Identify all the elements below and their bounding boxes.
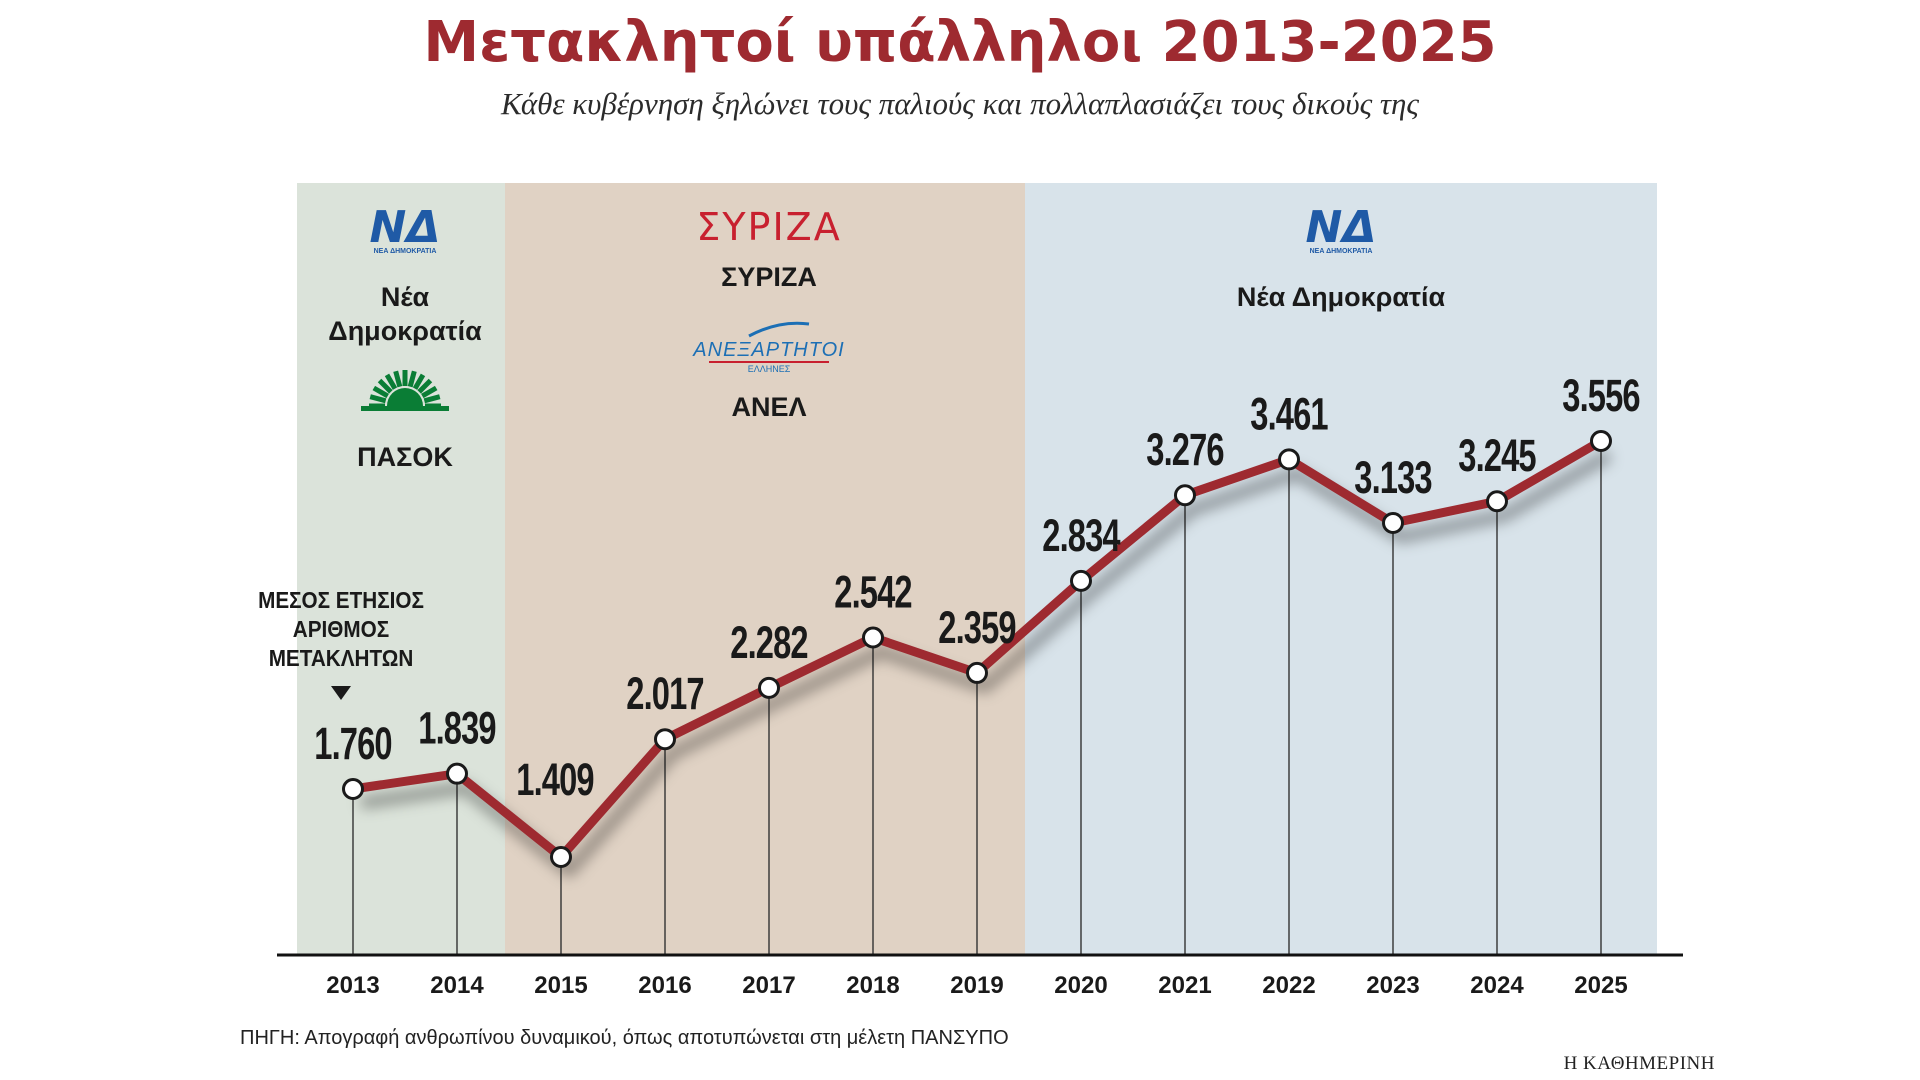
nd-logo-mark: ΝΔ [370,202,441,253]
x-tick-label: 2018 [846,972,899,999]
x-tick-label: 2021 [1158,972,1211,999]
x-tick-label: 2020 [1054,972,1107,999]
x-tick-label: 2014 [430,972,484,999]
period-band-nd1 [297,183,513,955]
x-tick-label: 2019 [950,972,1003,999]
nd-logo-mark: ΝΔ [1306,202,1377,253]
data-point [862,626,884,649]
data-point [1278,448,1300,471]
x-tick-label: 2017 [742,972,795,999]
down-arrow-icon [331,686,351,700]
data-label: 2.542 [834,567,911,618]
x-tick-label: 2025 [1574,972,1627,999]
data-point [758,676,780,699]
data-label: 1.839 [418,703,495,754]
x-tick-label: 2016 [638,972,691,999]
data-point [654,728,676,751]
anel-logo-icon: ΑΝΕΞΑΡΤΗΤΟΙ ΕΛΛΗΝΕΣ [692,321,844,374]
data-label: 3.461 [1250,389,1327,440]
data-point [1590,430,1612,452]
x-tick-label: 2024 [1470,972,1524,999]
anel-logo-caption: ΕΛΛΗΝΕΣ [748,364,791,374]
data-label: 2.282 [730,618,807,669]
data-point [1382,511,1404,534]
syriza-logo-icon: ΣΥΡΙΖΑ [696,205,841,249]
data-label: 3.133 [1354,453,1431,504]
data-label: 2.359 [938,603,1015,654]
party-label: Νέα Δημοκρατία [1237,282,1446,312]
data-point [966,661,988,684]
party-label: ΠΑΣΟΚ [357,442,453,472]
x-tick-label: 2013 [326,972,379,999]
data-point [550,846,572,868]
chart-subtitle: Κάθε κυβέρνηση ξηλώνει τους παλιούς και … [501,86,1419,121]
x-tick-label: 2022 [1262,972,1315,999]
data-label: 3.276 [1146,425,1223,476]
anel-logo-mark: ΑΝΕΞΑΡΤΗΤΟΙ [692,339,844,361]
publisher-brand: Η ΚΑΘΗΜΕΡΙΝΗ [1563,1053,1715,1074]
data-point [1486,490,1508,513]
pasok-sun-icon [361,370,449,411]
data-label: 1.409 [516,755,593,806]
data-point [1070,569,1092,592]
data-point [342,777,364,800]
data-label: 3.245 [1458,431,1535,482]
data-label: 2.834 [1042,511,1120,562]
data-point [446,762,468,785]
data-label: 3.556 [1562,371,1639,422]
source-note: ΠΗΓΗ: Απογραφή ανθρωπίνου δυναμικού, όπω… [240,1027,1009,1049]
party-label: Δημοκρατία [328,316,482,346]
x-tick-label: 2015 [534,972,587,999]
party-label: ΑΝΕΛ [731,392,806,422]
nd-logo-caption: ΝΕΑ ΔΗΜΟΚΡΑΤΙΑ [1310,248,1373,255]
data-label: 1.760 [314,719,391,770]
y-annotation: ΜΕΣΟΣ ΕΤΗΣΙΟΣ ΑΡΙΘΜΟΣ ΜΕΤΑΚΛΗΤΩΝ [258,587,424,700]
annotation-line: ΜΕΣΟΣ ΕΤΗΣΙΟΣ [258,587,424,613]
period-band-nd2 [1025,183,1657,955]
data-label: 2.017 [626,669,703,720]
nd-logo-caption: ΝΕΑ ΔΗΜΟΚΡΑΤΙΑ [374,248,437,255]
chart-title: Μετακλητοί υπάλληλοι 2013-2025 [423,10,1497,75]
x-tick-label: 2023 [1366,972,1419,999]
annotation-line: ΜΕΤΑΚΛΗΤΩΝ [269,645,414,671]
party-label: Νέα [381,282,430,312]
series-line-shadow [360,449,1613,877]
party-label: ΣΥΡΙΖΑ [721,262,817,292]
data-point [1174,484,1196,507]
annotation-line: ΑΡΙΘΜΟΣ [293,616,389,642]
